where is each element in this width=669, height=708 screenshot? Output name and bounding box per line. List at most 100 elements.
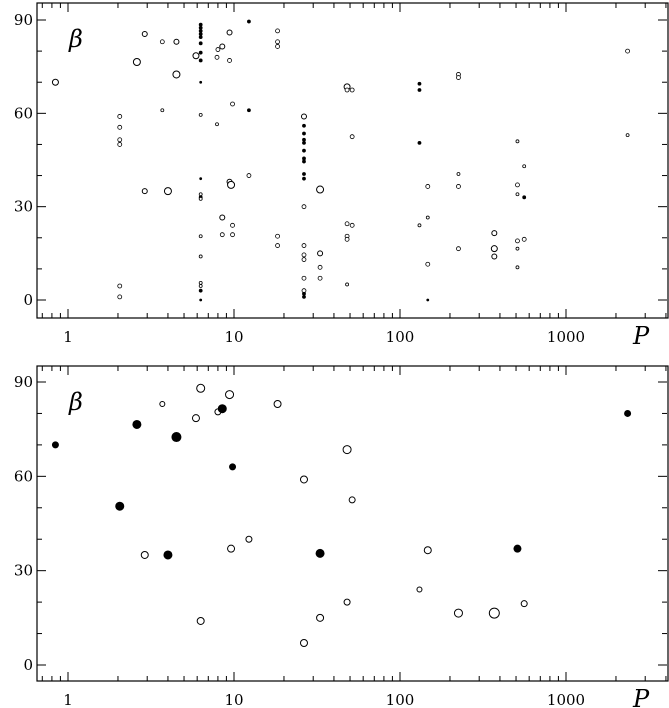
data-point-filled xyxy=(198,41,203,46)
data-point-open xyxy=(227,544,236,553)
x-tick-label: 1 xyxy=(63,691,73,708)
x-axis-label: P xyxy=(632,685,650,708)
data-point-open xyxy=(117,137,123,143)
data-point-open xyxy=(214,54,220,60)
data-point-open xyxy=(227,58,232,63)
data-point-filled xyxy=(315,548,325,558)
data-point-open xyxy=(117,283,123,289)
data-point-open xyxy=(456,246,461,252)
data-point-open xyxy=(301,252,307,258)
data-point-open xyxy=(219,232,225,238)
data-point-open xyxy=(117,124,123,130)
data-point-filled xyxy=(302,291,306,296)
data-point-open xyxy=(273,400,282,409)
data-point-open xyxy=(140,550,149,559)
data-point-filled xyxy=(199,298,203,302)
data-point-open xyxy=(198,234,203,239)
data-point-open xyxy=(515,182,520,188)
data-point-open xyxy=(51,78,59,86)
data-point-filled xyxy=(198,35,203,40)
data-point-filled xyxy=(247,108,251,113)
data-point-filled xyxy=(199,80,203,84)
data-point-open xyxy=(215,122,219,127)
data-point-open xyxy=(456,184,461,189)
data-point-open xyxy=(625,133,630,138)
data-point-filled xyxy=(624,409,632,417)
data-point-open xyxy=(275,28,280,34)
data-point-filled xyxy=(198,288,203,293)
data-point-open xyxy=(226,29,233,36)
top-scatter-panel: 1 10 100 1000 0 30 60 90 β P xyxy=(14,2,669,350)
data-point-open xyxy=(342,445,352,455)
x-tick-label: 100 xyxy=(386,691,415,708)
data-point-open xyxy=(141,188,148,195)
data-point-open xyxy=(317,275,323,281)
data-point-open xyxy=(490,245,498,253)
data-point-open xyxy=(117,142,123,147)
data-point-open xyxy=(515,246,520,251)
data-point-filled xyxy=(302,123,306,128)
data-point-open xyxy=(520,600,528,608)
data-point-open xyxy=(425,261,431,267)
data-point-open xyxy=(191,414,200,423)
data-point-filled xyxy=(247,19,251,24)
data-point-open xyxy=(301,275,307,281)
data-point-open xyxy=(219,43,226,50)
data-point-open xyxy=(275,243,280,248)
y-tick-label: 30 xyxy=(14,562,33,580)
data-point-filled xyxy=(171,432,182,443)
data-point-open xyxy=(198,284,203,288)
data-point-open xyxy=(230,232,235,238)
data-point-open xyxy=(488,607,500,619)
data-point-open xyxy=(456,75,461,80)
y-axis-label: β xyxy=(68,388,83,416)
data-point-open xyxy=(317,264,323,270)
data-point-filled xyxy=(163,550,173,560)
x-tick-label: 1000 xyxy=(547,691,585,708)
data-point-open xyxy=(172,70,181,79)
data-point-open xyxy=(275,39,280,45)
data-point-open xyxy=(453,608,463,618)
data-point-open xyxy=(417,223,422,228)
data-point-open xyxy=(349,134,355,140)
data-point-open xyxy=(344,221,350,227)
y-tick-label: 60 xyxy=(14,104,33,122)
data-point-open xyxy=(227,180,236,189)
data-point-open xyxy=(196,383,206,393)
data-point-open xyxy=(198,254,203,259)
data-point-open xyxy=(343,598,351,606)
data-point-filled xyxy=(302,137,306,142)
data-point-open xyxy=(521,236,527,242)
plot-frame xyxy=(36,365,669,682)
data-point-filled xyxy=(417,81,422,86)
data-point-open xyxy=(491,253,498,260)
data-point-filled xyxy=(302,131,306,136)
data-point-open xyxy=(160,108,165,113)
data-point-open xyxy=(192,52,200,60)
x-tick-label: 10 xyxy=(224,691,243,708)
data-point-filled xyxy=(302,159,306,164)
data-point-open xyxy=(300,113,307,120)
data-point-open xyxy=(198,112,203,117)
data-point-open xyxy=(117,114,123,119)
data-point-filled xyxy=(198,32,203,36)
data-point-open xyxy=(316,185,325,194)
data-point-filled xyxy=(513,544,522,553)
data-point-open xyxy=(515,139,520,144)
data-point-open xyxy=(275,233,280,239)
data-point-open xyxy=(515,238,520,244)
x-tick-label: 1000 xyxy=(547,328,585,346)
data-point-open xyxy=(416,586,423,593)
data-point-open xyxy=(349,222,355,228)
data-point-filled xyxy=(51,441,59,449)
data-point-open xyxy=(344,236,350,242)
data-point-open xyxy=(198,196,203,201)
data-point-open xyxy=(245,535,253,543)
data-point-open xyxy=(348,496,356,504)
data-point-open xyxy=(345,282,349,287)
data-point-open xyxy=(515,265,520,270)
data-point-open xyxy=(456,172,461,176)
y-tick-label: 90 xyxy=(14,11,33,29)
data-point-open xyxy=(425,184,431,189)
data-point-open xyxy=(159,39,165,45)
